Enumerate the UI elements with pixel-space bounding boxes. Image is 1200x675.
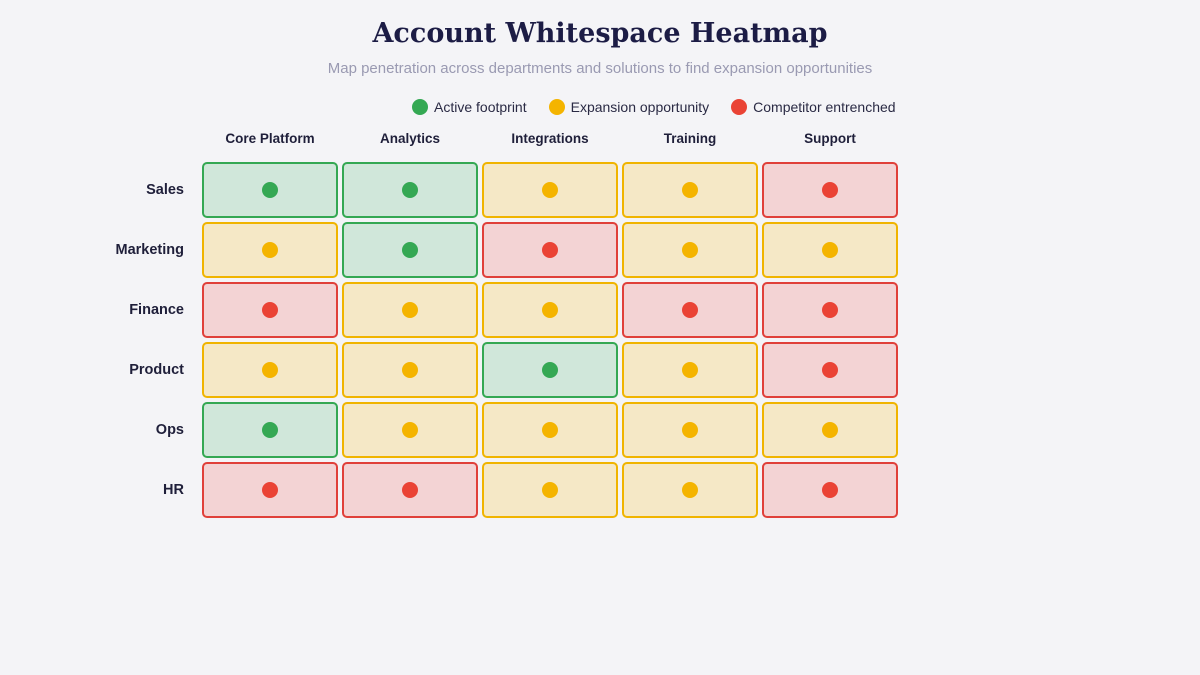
- legend-label-active: Active footprint: [434, 99, 527, 115]
- status-dot-active: [262, 182, 278, 198]
- heatmap-cell-marketing-training[interactable]: [622, 222, 758, 278]
- heatmap-cell-ops-integrations[interactable]: [482, 402, 618, 458]
- heatmap-cell-product-integrations[interactable]: [482, 342, 618, 398]
- heatmap-cell-ops-training[interactable]: [622, 402, 758, 458]
- heatmap-cell-sales-analytics[interactable]: [342, 162, 478, 218]
- status-dot-competitor: [262, 482, 278, 498]
- heatmap-cell-hr-integrations[interactable]: [482, 462, 618, 518]
- legend-label-competitor: Competitor entrenched: [753, 99, 896, 115]
- row-label-finance: Finance: [129, 302, 184, 318]
- status-dot-active: [402, 182, 418, 198]
- legend-dot-competitor: [731, 99, 748, 115]
- heatmap-cell-marketing-integrations[interactable]: [482, 222, 618, 278]
- status-dot-expansion: [542, 422, 558, 438]
- row-label-sales: Sales: [146, 182, 184, 198]
- chart-title: Account Whitespace Heatmap: [372, 18, 828, 49]
- heatmap-cell-sales-training[interactable]: [622, 162, 758, 218]
- column-header-support: Support: [804, 131, 856, 146]
- heatmap-cell-finance-training[interactable]: [622, 282, 758, 338]
- heatmap-cell-hr-support[interactable]: [762, 462, 898, 518]
- column-header-training: Training: [663, 131, 717, 146]
- heatmap-cell-product-training[interactable]: [622, 342, 758, 398]
- status-dot-active: [262, 422, 278, 438]
- status-dot-active: [402, 242, 418, 258]
- heatmap-cell-finance-support[interactable]: [762, 282, 898, 338]
- heatmap-cell-finance-analytics[interactable]: [342, 282, 478, 338]
- heatmap-cell-product-core-platform[interactable]: [202, 342, 338, 398]
- status-dot-competitor: [822, 182, 838, 198]
- row-label-marketing: Marketing: [115, 242, 185, 258]
- status-dot-competitor: [682, 302, 698, 318]
- heatmap-cell-sales-support[interactable]: [762, 162, 898, 218]
- status-dot-expansion: [682, 362, 698, 378]
- heatmap-cell-product-support[interactable]: [762, 342, 898, 398]
- heatmap-cell-hr-core-platform[interactable]: [202, 462, 338, 518]
- heatmap-cell-finance-core-platform[interactable]: [202, 282, 338, 338]
- status-dot-expansion: [262, 362, 278, 378]
- heatmap-cell-marketing-analytics[interactable]: [342, 222, 478, 278]
- status-dot-competitor: [822, 482, 838, 498]
- heatmap-cell-marketing-support[interactable]: [762, 222, 898, 278]
- status-dot-competitor: [822, 302, 838, 318]
- status-dot-competitor: [402, 482, 418, 498]
- legend-item-expansion: Expansion opportunity: [548, 99, 710, 115]
- status-dot-expansion: [542, 302, 558, 318]
- column-header-analytics: Analytics: [379, 131, 441, 146]
- status-dot-competitor: [822, 362, 838, 378]
- status-dot-active: [542, 362, 558, 378]
- legend-dot-active: [412, 99, 428, 115]
- status-dot-expansion: [542, 182, 558, 198]
- status-dot-expansion: [402, 422, 418, 438]
- status-dot-expansion: [682, 242, 698, 258]
- column-header-core-platform: Core Platform: [225, 131, 315, 146]
- status-dot-expansion: [682, 422, 698, 438]
- row-label-product: Product: [129, 362, 184, 378]
- status-dot-expansion: [682, 182, 698, 198]
- status-dot-competitor: [542, 242, 558, 258]
- heatmap-cell-ops-core-platform[interactable]: [202, 402, 338, 458]
- status-dot-expansion: [402, 362, 418, 378]
- status-dot-competitor: [262, 302, 278, 318]
- heatmap-cell-ops-analytics[interactable]: [342, 402, 478, 458]
- heatmap-cell-finance-integrations[interactable]: [482, 282, 618, 338]
- heatmap-cell-product-analytics[interactable]: [342, 342, 478, 398]
- status-dot-expansion: [262, 242, 278, 258]
- legend-item-competitor: Competitor entrenched: [731, 99, 896, 115]
- heatmap-cell-ops-support[interactable]: [762, 402, 898, 458]
- legend: Active footprint Expansion opportunity C…: [412, 99, 896, 115]
- status-dot-expansion: [682, 482, 698, 498]
- status-dot-expansion: [542, 482, 558, 498]
- status-dot-expansion: [402, 302, 418, 318]
- status-dot-expansion: [822, 242, 838, 258]
- heatmap-cell-sales-integrations[interactable]: [482, 162, 618, 218]
- heatmap-cell-marketing-core-platform[interactable]: [202, 222, 338, 278]
- row-label-hr: HR: [163, 482, 184, 498]
- legend-item-active: Active footprint: [412, 99, 527, 115]
- heatmap-cell-hr-training[interactable]: [622, 462, 758, 518]
- legend-label-expansion: Expansion opportunity: [570, 99, 710, 115]
- heatmap-cell-sales-core-platform[interactable]: [202, 162, 338, 218]
- status-dot-expansion: [822, 422, 838, 438]
- heatmap-cell-hr-analytics[interactable]: [342, 462, 478, 518]
- legend-dot-expansion: [548, 99, 565, 115]
- column-header-integrations: Integrations: [511, 131, 589, 146]
- chart-subtitle: Map penetration across departments and s…: [327, 60, 873, 77]
- row-label-ops: Ops: [155, 422, 184, 438]
